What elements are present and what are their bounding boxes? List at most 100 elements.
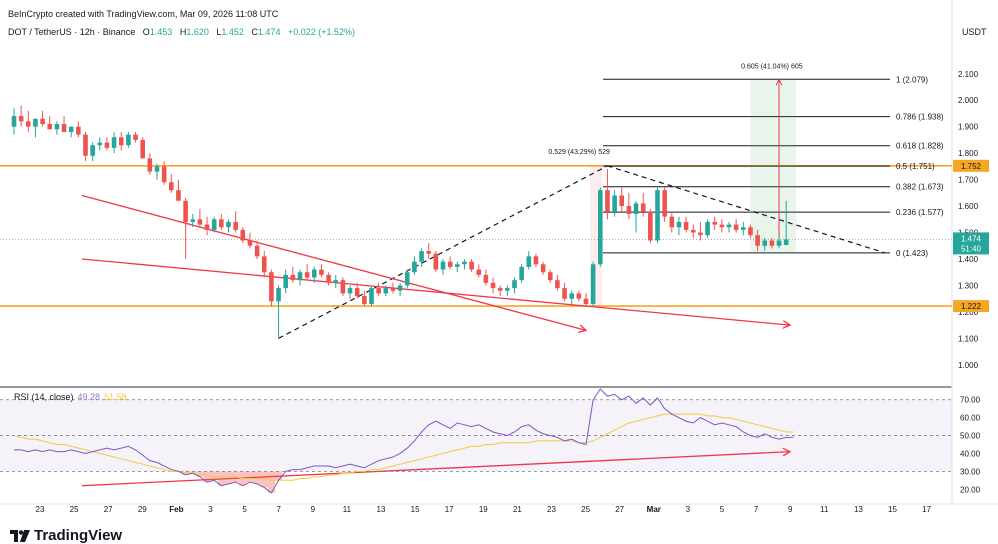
upper-level-badge-bg [953, 159, 989, 172]
candle-body [33, 118, 38, 127]
y-tick-label: 1.100 [958, 334, 979, 343]
rsi-trendline [81, 451, 791, 487]
candle-body [254, 245, 260, 257]
rsi-trendline-head [782, 447, 792, 457]
high-value: 1.620 [186, 27, 209, 37]
candle-body [690, 229, 696, 233]
candle-body [276, 288, 281, 302]
current-price-badge-bg [953, 232, 989, 255]
candle-body [319, 269, 324, 275]
candle-body [169, 182, 174, 191]
close-label: C [251, 27, 258, 37]
candle-body [161, 166, 167, 183]
candle-body [755, 235, 760, 246]
candle-body [598, 190, 603, 265]
candle-body [669, 216, 675, 228]
rsi-oversold-fill [182, 471, 283, 493]
candle-body [369, 288, 374, 304]
x-tick-label: 27 [104, 505, 113, 514]
x-tick-label: 7 [754, 505, 759, 514]
candle-body [83, 134, 88, 156]
x-tick-label: Mar [647, 505, 661, 514]
candle-body [283, 274, 288, 289]
fib-level-label: 0.618 (1.828) [896, 142, 944, 151]
x-tick-label: 27 [615, 505, 624, 514]
x-tick-label: 15 [888, 505, 897, 514]
candle-body [447, 261, 453, 267]
rsi-line [14, 388, 794, 494]
rsi-ma-value: 51.58 [104, 392, 127, 402]
candle-body [304, 272, 310, 278]
rsi-ma-line [13, 413, 794, 481]
y-tick-label: 1.900 [958, 123, 979, 132]
y-tick-label: 1.400 [958, 255, 979, 264]
candle-body [469, 261, 474, 270]
candle-body [197, 219, 203, 225]
symbol-title[interactable]: DOT / TetherUS · 12h · Binance [8, 27, 136, 37]
candle-body [655, 190, 660, 241]
candle-body [40, 118, 45, 125]
candle-body [698, 232, 703, 236]
candle-body [183, 200, 188, 222]
x-tick-label: 9 [311, 505, 316, 514]
y-tick-label: 1.600 [958, 202, 979, 211]
candle-body [540, 264, 546, 273]
candle-body [569, 293, 574, 299]
candle-body [562, 288, 567, 299]
candle-body [111, 137, 117, 148]
x-tick-label: 3 [686, 505, 691, 514]
rsi-tick-label: 20.00 [960, 485, 981, 494]
candlesticks[interactable] [11, 105, 789, 339]
candle-body [741, 227, 746, 230]
candle-body [240, 229, 246, 241]
candle-body [705, 221, 710, 236]
candle-body [662, 190, 667, 217]
candle-body [297, 272, 303, 281]
lower-level-badge: 1.222 [961, 302, 982, 311]
candle-body [762, 240, 768, 246]
candle-body [748, 227, 753, 236]
measure-arrow-head [775, 78, 783, 86]
y-tick-label: 1.700 [958, 176, 979, 185]
rsi-tick-label: 40.00 [960, 449, 981, 458]
candle-body [712, 221, 717, 225]
candle-body [619, 195, 625, 207]
symbol-legend[interactable]: DOT / TetherUS · 12h · Binance O1.453 H1… [8, 27, 355, 37]
candle-body [412, 261, 417, 273]
candle-body [204, 224, 210, 230]
candle-body [354, 288, 360, 297]
candle-body [512, 280, 517, 289]
fib-level-label: 0.382 (1.673) [896, 183, 944, 192]
candle-body [547, 272, 553, 281]
candle-body [126, 134, 131, 146]
x-tick-label: 21 [513, 505, 522, 514]
candle-body [97, 142, 103, 146]
candle-body [626, 206, 632, 214]
low-label: L [216, 27, 222, 37]
candle-body [726, 224, 732, 228]
x-tick-label: 29 [138, 505, 147, 514]
candle-body [261, 256, 267, 273]
rsi-legend[interactable]: RSI (14, close) 49.28 51.58 [14, 392, 127, 402]
candle-body [176, 190, 181, 201]
candle-body [11, 116, 17, 127]
rsi-value: 49.28 [77, 392, 101, 402]
x-tick-label: 25 [70, 505, 79, 514]
candle-body [719, 224, 725, 228]
chart-caption: BeInCrypto created with TradingView.com,… [8, 9, 279, 19]
trendlines[interactable] [81, 165, 886, 487]
candle-body [133, 134, 138, 140]
candle-body [426, 251, 431, 254]
candle-body [362, 296, 367, 304]
rsi-tick-label: 60.00 [960, 414, 981, 423]
candle-body [462, 261, 467, 265]
y-tick-label: 2.000 [958, 96, 979, 105]
rsi-pane[interactable] [0, 388, 952, 494]
candle-body [326, 274, 331, 283]
candle-body [26, 121, 31, 127]
x-tick-label: 23 [547, 505, 556, 514]
rsi-tick-label: 70.00 [960, 396, 981, 405]
upper-level-badge: 1.752 [961, 162, 982, 171]
tradingview-logo[interactable]: TradingView [10, 527, 122, 544]
